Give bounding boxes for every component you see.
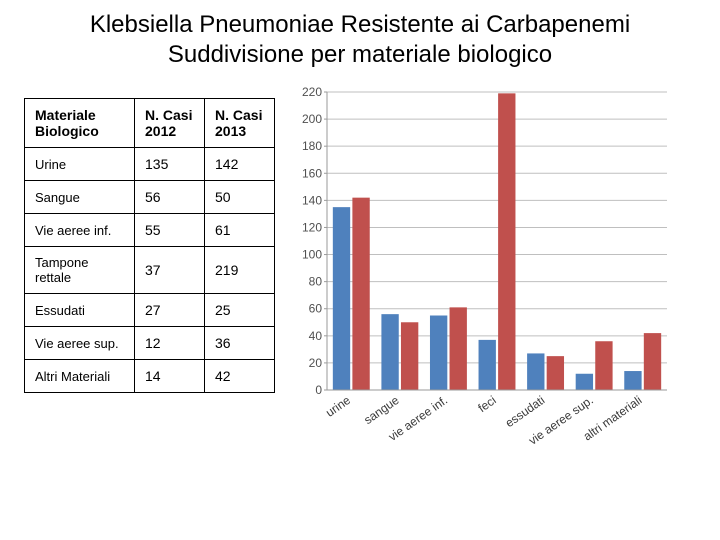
cell: Tampone rettale <box>25 247 135 294</box>
bar <box>595 341 612 390</box>
data-table: Materiale Biologico N. Casi 2012 N. Casi… <box>24 98 275 393</box>
table-row: Vie aeree sup. 12 36 <box>25 327 275 360</box>
title-line-1: Klebsiella Pneumoniae Resistente ai Carb… <box>90 11 630 38</box>
bar <box>333 207 350 390</box>
table-header-row: Materiale Biologico N. Casi 2012 N. Casi… <box>25 99 275 148</box>
col-casi-2013: N. Casi 2013 <box>205 99 275 148</box>
bar <box>352 198 369 390</box>
cell: 27 <box>135 294 205 327</box>
svg-text:0: 0 <box>315 383 322 397</box>
svg-text:60: 60 <box>309 302 323 316</box>
category-label: essudati <box>503 393 548 430</box>
cell: 12 <box>135 327 205 360</box>
cell: Vie aeree sup. <box>25 327 135 360</box>
category-label: sangue <box>361 393 402 427</box>
cell: Vie aeree inf. <box>25 214 135 247</box>
col-materiale: Materiale Biologico <box>25 99 135 148</box>
svg-text:20: 20 <box>309 356 323 370</box>
slide-title: Klebsiella Pneumoniae Resistente ai Carb… <box>24 10 696 70</box>
category-label: feci <box>475 393 498 415</box>
cell: 61 <box>205 214 275 247</box>
cell: Altri Materiali <box>25 360 135 393</box>
bar <box>576 374 593 390</box>
cell: 37 <box>135 247 205 294</box>
bar <box>498 93 515 390</box>
cell: 25 <box>205 294 275 327</box>
category-label: urine <box>323 393 353 420</box>
cell: 42 <box>205 360 275 393</box>
data-table-wrap: Materiale Biologico N. Casi 2012 N. Casi… <box>24 80 275 534</box>
table-row: Vie aeree inf. 55 61 <box>25 214 275 247</box>
cell: 55 <box>135 214 205 247</box>
bar <box>624 371 641 390</box>
svg-text:80: 80 <box>309 275 323 289</box>
table-row: Sangue 56 50 <box>25 181 275 214</box>
svg-text:100: 100 <box>302 248 322 262</box>
cell: 56 <box>135 181 205 214</box>
cell: 135 <box>135 148 205 181</box>
bar <box>547 356 564 390</box>
table-row: Altri Materiali 14 42 <box>25 360 275 393</box>
bar <box>401 322 418 390</box>
cell: 142 <box>205 148 275 181</box>
svg-text:140: 140 <box>302 193 322 207</box>
table-body: Urine 135 142 Sangue 56 50 Vie aeree inf… <box>25 148 275 393</box>
bar <box>430 316 447 391</box>
svg-text:200: 200 <box>302 112 322 126</box>
bar <box>644 333 661 390</box>
svg-text:160: 160 <box>302 166 322 180</box>
bar <box>527 353 544 390</box>
svg-text:120: 120 <box>302 220 322 234</box>
svg-text:180: 180 <box>302 139 322 153</box>
table-row: Urine 135 142 <box>25 148 275 181</box>
bar <box>381 314 398 390</box>
cell: Essudati <box>25 294 135 327</box>
cell: 14 <box>135 360 205 393</box>
col-casi-2012: N. Casi 2012 <box>135 99 205 148</box>
title-line-2: Suddivisione per materiale biologico <box>168 41 552 68</box>
cell: Sangue <box>25 181 135 214</box>
bar-chart: 0 20 40 60 80 100 120 140 160 180 200 220 urine sangu… <box>293 80 696 534</box>
svg-text:220: 220 <box>302 85 322 99</box>
bar <box>479 340 496 390</box>
bar-chart-svg: 0 20 40 60 80 100 120 140 160 180 200 220 urine sangu… <box>293 84 673 484</box>
cell: 50 <box>205 181 275 214</box>
cell: 219 <box>205 247 275 294</box>
svg-text:40: 40 <box>309 329 323 343</box>
cell: Urine <box>25 148 135 181</box>
table-row: Tampone rettale 37 219 <box>25 247 275 294</box>
bar <box>450 307 467 390</box>
cell: 36 <box>205 327 275 360</box>
table-row: Essudati 27 25 <box>25 294 275 327</box>
